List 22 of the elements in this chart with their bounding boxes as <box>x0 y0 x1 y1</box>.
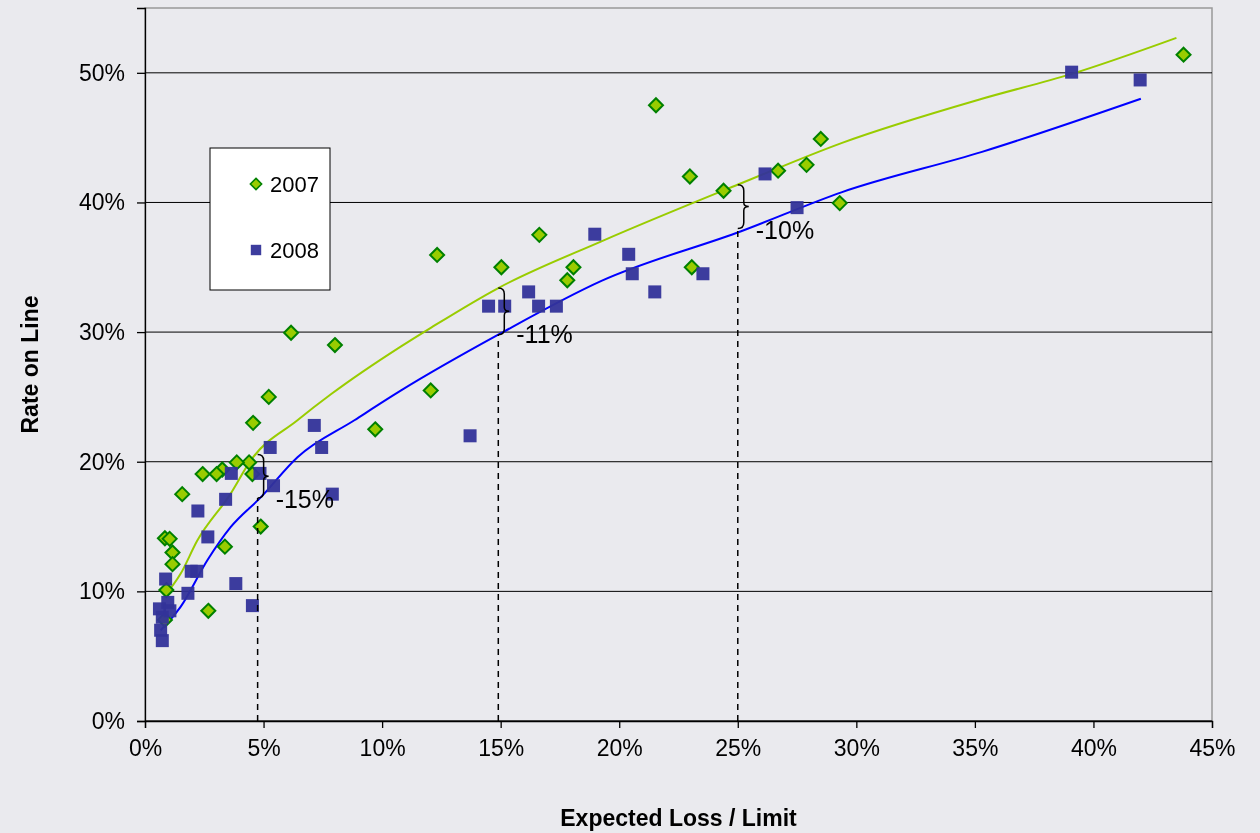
x-tick-label: 25% <box>715 735 762 762</box>
y-tick-label: 0% <box>91 707 125 734</box>
y-axis-title: Rate on Line <box>17 295 43 434</box>
x-tick-label: 0% <box>128 735 163 762</box>
x-tick-label: 45% <box>1189 735 1236 762</box>
legend-label: 2008 <box>270 238 319 263</box>
y-tick-label: 10% <box>78 578 125 605</box>
x-tick-label: 20% <box>596 735 643 762</box>
x-tick-label: 5% <box>247 735 281 762</box>
legend-label: 2007 <box>270 172 319 197</box>
y-tick-label: 50% <box>78 59 125 86</box>
x-tick-label: 30% <box>833 735 880 762</box>
annotation: -10% <box>755 215 815 244</box>
x-tick-label: 35% <box>952 735 999 762</box>
x-tick-label: 10% <box>359 735 406 762</box>
x-axis-title: Expected Loss / Limit <box>560 805 798 831</box>
y-tick-label: 20% <box>78 448 125 475</box>
y-tick-label: 40% <box>78 189 125 216</box>
x-tick-label: 15% <box>478 735 525 762</box>
y-tick-label: 30% <box>78 318 125 345</box>
annotation: -15% <box>275 485 334 514</box>
x-tick-label: 40% <box>1070 735 1117 762</box>
